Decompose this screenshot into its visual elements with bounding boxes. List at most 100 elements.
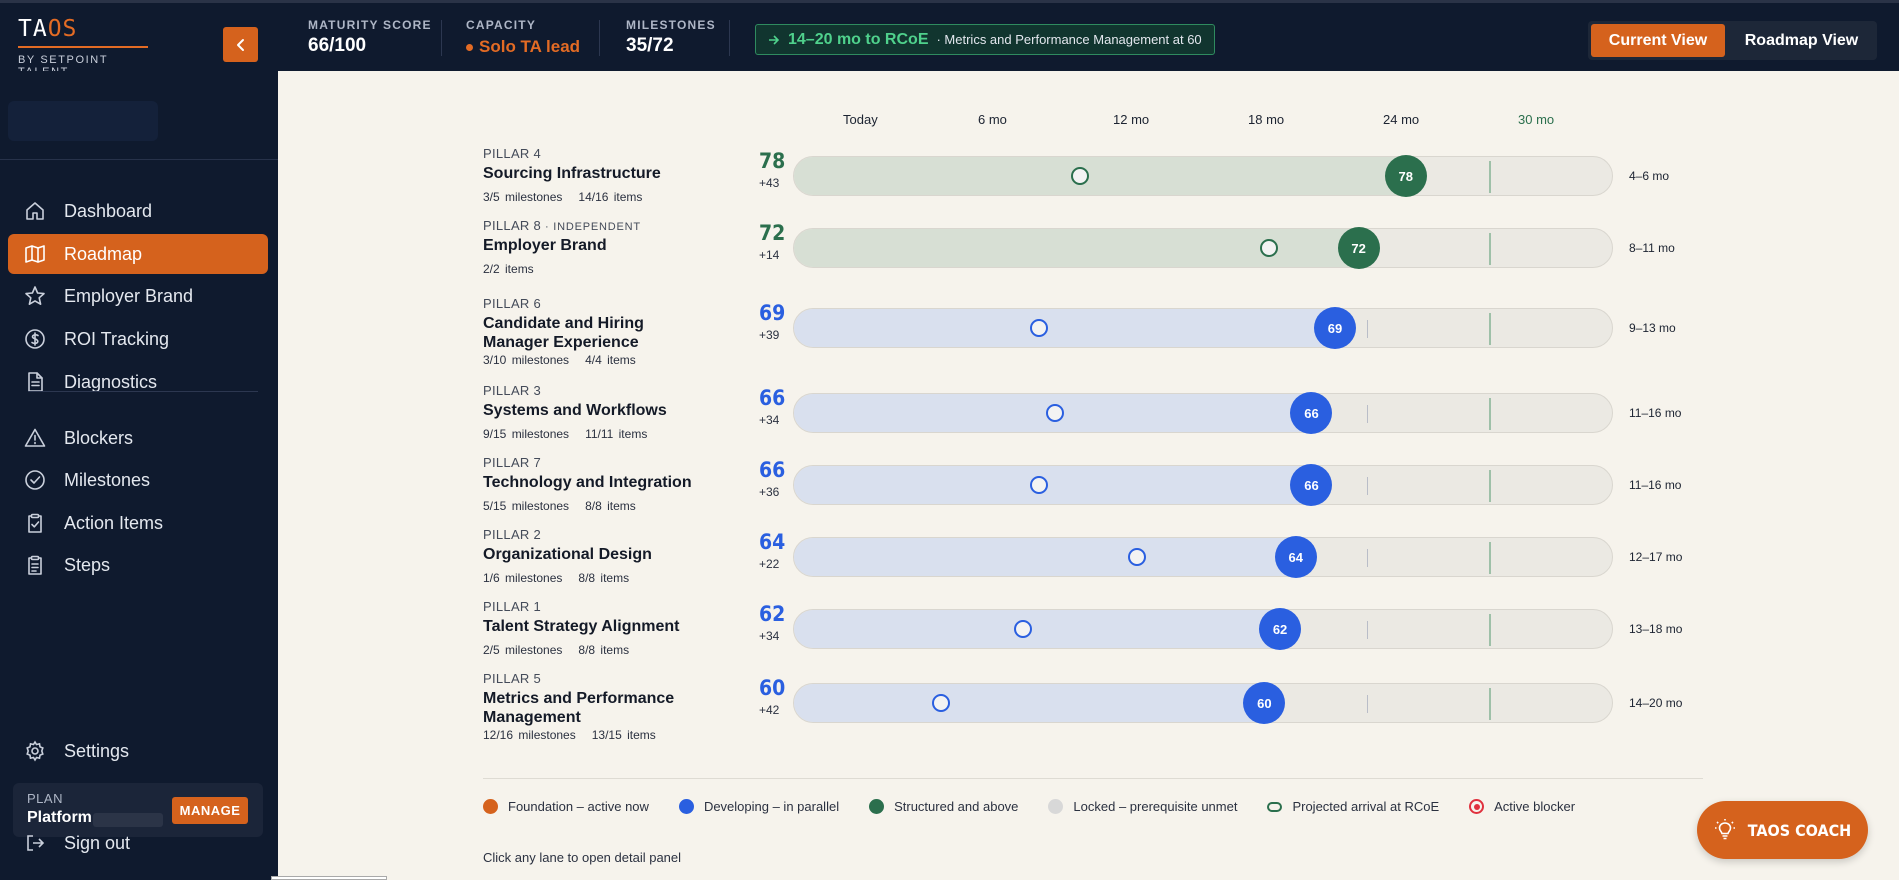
- capacity: CAPACITY Solo TA lead: [466, 18, 580, 57]
- legend: Foundation – active now Developing – in p…: [483, 799, 1575, 814]
- pillar-score: 69: [759, 301, 786, 325]
- pillar-items: 14/16 items: [578, 190, 643, 204]
- legend-item-structured: Structured and above: [869, 799, 1018, 814]
- legend-item-developing: Developing – in parallel: [678, 799, 839, 814]
- lane-fill: [794, 538, 1297, 576]
- pillar-items: 8/8 items: [578, 643, 630, 657]
- pillar-number: PILLAR 8 · INDEPENDENT: [483, 218, 641, 233]
- sidebar-item-steps[interactable]: Steps: [8, 545, 268, 585]
- lane-eta: 9–13 mo: [1629, 321, 1676, 335]
- pillar-milestones: 1/6 milestones: [483, 571, 563, 585]
- capacity-dot: [466, 44, 473, 52]
- projected-score-marker: 62: [1259, 608, 1302, 650]
- pillar-score-delta: +36: [759, 485, 780, 499]
- pillar-name: Sourcing Infrastructure: [483, 165, 661, 182]
- rcoe-eta-main: 14–20 mo to RCoE: [788, 30, 929, 48]
- taos-coach-button[interactable]: TAOS COACH: [1697, 801, 1868, 859]
- pillar-name: Organizational Design: [483, 546, 652, 563]
- collapse-sidebar-button[interactable]: [223, 27, 258, 62]
- pillar-milestones: 9/15 milestones: [483, 427, 570, 441]
- pillar-meta: 9/15 milestones 11/11 items: [483, 427, 647, 441]
- projected-score-marker: 64: [1274, 536, 1317, 578]
- pillar-name: Technology and Integration: [483, 474, 692, 491]
- sidebar-item-settings[interactable]: Settings: [8, 731, 268, 771]
- roadmap-lane[interactable]: PILLAR 5 Metrics and Performance Manageme…: [483, 671, 1703, 763]
- pillar-meta: 2/5 milestones 8/8 items: [483, 643, 629, 657]
- legend-swatch: [1267, 801, 1283, 812]
- capacity-label: CAPACITY: [466, 18, 537, 32]
- roadmap-lane[interactable]: PILLAR 4 Sourcing Infrastructure 3/5 miles…: [483, 146, 1703, 218]
- home-icon: [24, 200, 46, 222]
- sidebar-item-label: Dashboard: [64, 200, 153, 221]
- rcoe-target-line: [1489, 688, 1491, 720]
- sidebar-item-employer-brand[interactable]: Employer Brand: [8, 276, 268, 316]
- lane-fill: [794, 610, 1282, 648]
- lane-eta: 13–18 mo: [1629, 622, 1683, 636]
- lane-fill: [794, 466, 1313, 504]
- pillar-score: 64: [759, 530, 786, 554]
- pillar-items: 4/4 items: [585, 353, 636, 367]
- sidebar-item-diagnostics[interactable]: Diagnostics: [8, 362, 268, 402]
- sidebar-item-label: Milestones: [64, 469, 151, 490]
- pillar-number: PILLAR 4: [483, 146, 542, 161]
- roadmap-lane[interactable]: PILLAR 3 Systems and Workflows 9/15 milest…: [483, 383, 1703, 455]
- roadmap-lane[interactable]: PILLAR 1 Talent Strategy Alignment 2/5 mil…: [483, 599, 1703, 671]
- pillar-tag: · INDEPENDENT: [544, 221, 641, 233]
- dollar-icon: [24, 328, 46, 350]
- brand-rule: [18, 46, 148, 48]
- pillar-milestones: 2/5 milestones: [483, 643, 563, 657]
- lane-mid-tick: [1367, 477, 1368, 495]
- warning-icon: [24, 427, 46, 449]
- lane-eta: 4–6 mo: [1629, 169, 1670, 183]
- pillar-number: PILLAR 5: [483, 671, 542, 686]
- pillar-number: PILLAR 2: [483, 527, 542, 542]
- pillar-name: Systems and Workflows: [483, 402, 667, 419]
- sidebar-item-blockers[interactable]: Blockers: [8, 418, 268, 458]
- roadmap-lane[interactable]: PILLAR 7 Technology and Integration 5/15 m…: [483, 455, 1703, 527]
- sidebar-item-milestones[interactable]: Milestones: [8, 460, 268, 500]
- legend-divider: [483, 778, 1703, 779]
- roadmap-view-button[interactable]: Roadmap View: [1744, 31, 1859, 49]
- current-view-button[interactable]: Current View: [1591, 24, 1725, 57]
- timeline-tick: 18 mo: [1248, 112, 1285, 127]
- lane-fill: [794, 157, 1407, 195]
- pillar-score-delta: +43: [759, 176, 780, 190]
- legend-label: Structured and above: [894, 799, 1019, 814]
- sidebar-item-label: Roadmap: [64, 243, 143, 264]
- scroll-strip: [271, 876, 387, 880]
- rcoe-eta-sub: · Metrics and Performance Management at …: [936, 32, 1202, 47]
- roadmap-lane[interactable]: PILLAR 8 · INDEPENDENT Employer Brand 2/2 …: [483, 218, 1703, 290]
- rcoe-target-line: [1489, 398, 1491, 430]
- roadmap-lane[interactable]: PILLAR 6 Candidate and Hiring Manager Exp…: [483, 296, 1703, 388]
- sidebar-item-signout[interactable]: Sign out: [8, 823, 268, 863]
- lane-mid-tick: [1367, 695, 1368, 713]
- sidebar-item-roi-tracking[interactable]: ROI Tracking: [8, 319, 268, 359]
- lane-track: [793, 228, 1613, 268]
- milestones-stat: MILESTONES 35/72: [626, 18, 716, 57]
- plan-box: PLAN Platform MANAGE: [13, 783, 263, 837]
- pillar-milestones: 5/15 milestones: [483, 499, 570, 513]
- sidebar-item-roadmap[interactable]: Roadmap: [8, 234, 268, 274]
- clipboard-list-icon: [24, 554, 46, 576]
- document-icon: [24, 371, 46, 393]
- pillar-meta: 12/16 milestones 13/15 items: [483, 728, 656, 742]
- sign-out-icon: [24, 832, 46, 854]
- sidebar-item-action-items[interactable]: Action Items: [8, 503, 268, 543]
- pillar-name: Metrics and Performance Management: [483, 690, 675, 726]
- roadmap-lane[interactable]: PILLAR 2 Organizational Design 1/6 milesto…: [483, 527, 1703, 599]
- sidebar-item-label: Sign out: [64, 832, 131, 853]
- projected-score-marker: 72: [1337, 227, 1380, 269]
- projected-score-marker: 69: [1314, 307, 1357, 349]
- chevron-left-icon: [236, 38, 244, 51]
- current-position-marker: [1046, 404, 1065, 422]
- legend-item-foundation: Foundation – active now: [483, 799, 649, 814]
- sidebar-item-label: Action Items: [64, 512, 164, 533]
- milestones-value: 35/72: [626, 35, 674, 56]
- sidebar-item-dashboard[interactable]: Dashboard: [8, 191, 268, 231]
- pillar-milestones: 3/10 milestones: [483, 353, 570, 367]
- lane-fill: [794, 309, 1337, 347]
- legend-label: Locked – prerequisite unmet: [1073, 799, 1238, 814]
- lane-mid-tick: [1367, 621, 1368, 639]
- lane-track: [793, 683, 1613, 723]
- manage-plan-button[interactable]: MANAGE: [172, 797, 248, 824]
